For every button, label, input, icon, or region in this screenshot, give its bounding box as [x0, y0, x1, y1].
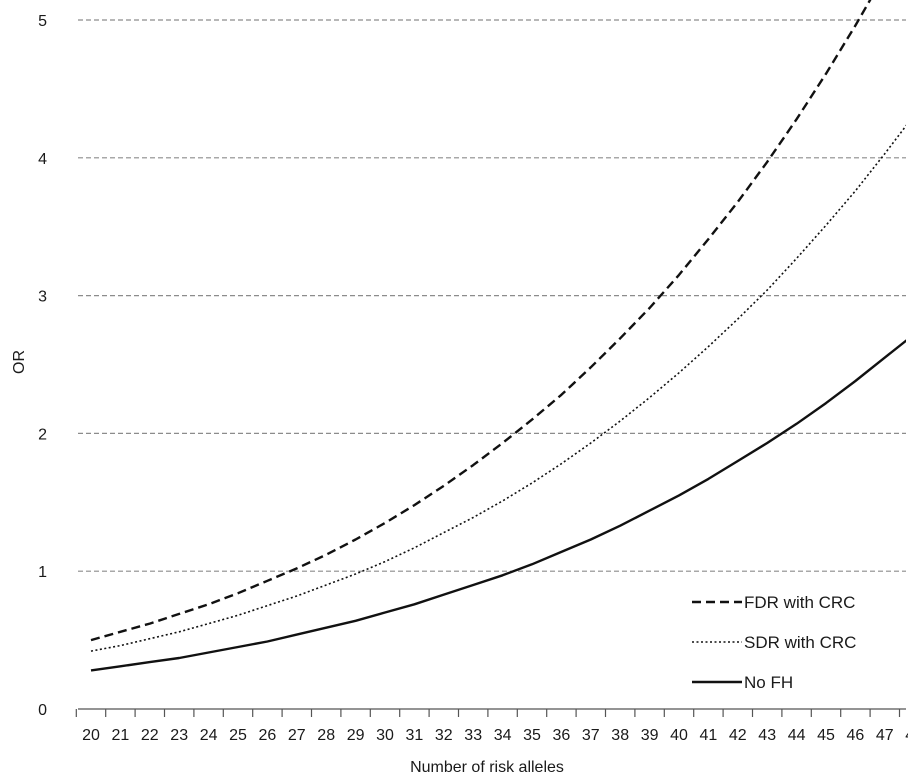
x-tick-label: 21 [112, 727, 130, 744]
x-tick-label: 24 [200, 727, 218, 744]
x-tick-label: 25 [229, 727, 247, 744]
y-axis-label: OR [11, 350, 28, 374]
y-tick-label: 1 [38, 564, 47, 581]
x-tick-label: 38 [611, 727, 629, 744]
x-tick-label: 23 [170, 727, 188, 744]
x-tick-label: 33 [464, 727, 482, 744]
x-tick-label: 43 [758, 727, 776, 744]
y-tick-label: 5 [38, 13, 47, 30]
x-tick-label: 42 [729, 727, 747, 744]
legend-label: SDR with CRC [744, 633, 856, 652]
legend-label: No FH [744, 673, 793, 692]
x-tick-label: 32 [435, 727, 453, 744]
y-tick-label: 2 [38, 426, 47, 443]
legend-label: FDR with CRC [744, 593, 855, 612]
x-tick-label: 39 [641, 727, 659, 744]
series-line [90, 124, 906, 652]
x-axis: 20 21 22 23 24 25 26 27 28 29 30 31 32 33 34 35 36 37 38 39… [75, 708, 908, 744]
y-tick-label: 0 [38, 702, 47, 719]
x-tick-label: 35 [523, 727, 541, 744]
x-axis-label: Number of risk alleles [410, 759, 564, 776]
x-tick-label: 27 [288, 727, 306, 744]
y-tick-label: 4 [38, 151, 47, 168]
x-tick-label: 40 [670, 727, 688, 744]
series-lines [90, 0, 906, 672]
x-tick-label: 31 [406, 727, 424, 744]
x-tick-label: 29 [347, 727, 365, 744]
y-tick-label: 3 [38, 289, 47, 306]
x-tick-label: 36 [553, 727, 571, 744]
grid-lines [78, 19, 906, 572]
legend: FDR with CRC SDR with CRC No FH [692, 593, 856, 692]
x-tick-label: 30 [376, 727, 394, 744]
x-tick-label: 34 [494, 727, 512, 744]
x-tick-label: 45 [817, 727, 835, 744]
x-tick-label: 48 [905, 727, 908, 744]
series-line [90, 0, 872, 642]
y-axis-ticks: 0 1 2 3 4 5 [38, 13, 47, 719]
x-tick-label: 44 [788, 727, 806, 744]
x-tick-label: 37 [582, 727, 600, 744]
x-tick-label: 20 [82, 727, 100, 744]
x-tick-label: 22 [141, 727, 159, 744]
x-tick-label: 47 [876, 727, 894, 744]
x-tick-label: 46 [847, 727, 865, 744]
x-tick-label: 41 [700, 727, 718, 744]
series-line [90, 339, 906, 672]
x-tick-label: 28 [317, 727, 335, 744]
x-tick-label: 26 [259, 727, 277, 744]
